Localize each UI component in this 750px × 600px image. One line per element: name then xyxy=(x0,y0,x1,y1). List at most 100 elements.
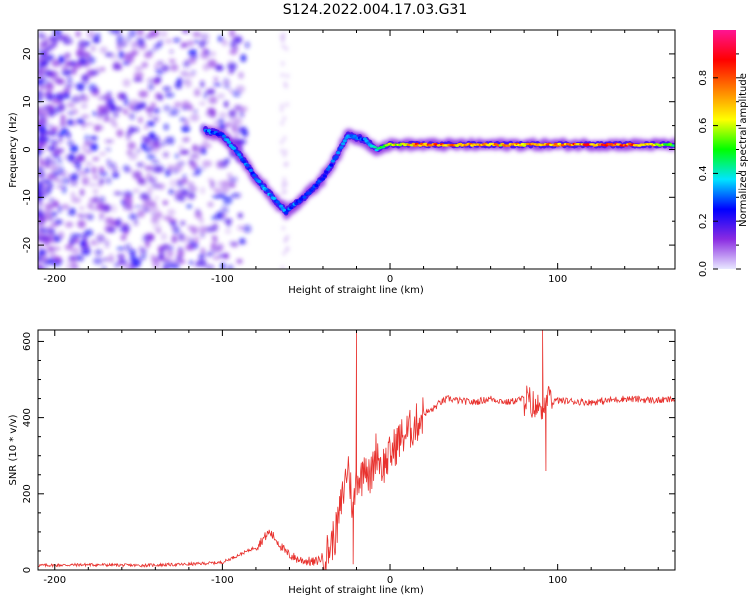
spectrogram-noise-blob xyxy=(162,200,168,206)
spectrogram-noise-blob xyxy=(40,116,46,120)
ridge-core xyxy=(265,189,270,193)
spectrogram-noise-blob xyxy=(73,94,81,104)
spectrogram-noise-blob xyxy=(160,65,170,72)
spectrogram-noise-blob xyxy=(237,225,245,231)
spectrogram-noise-blob xyxy=(88,83,97,93)
spectrogram-noise-blob xyxy=(38,182,44,191)
spectrogram-noise-blob xyxy=(98,152,107,156)
spectrogram-noise-blob xyxy=(212,222,219,232)
spectrogram-noise-blob xyxy=(38,62,44,70)
spectrogram-noise-blob xyxy=(38,202,43,207)
spectrogram-noise-blob xyxy=(116,92,125,100)
spectrogram-noise-blob xyxy=(105,147,112,152)
spectrogram-noise-blob xyxy=(38,146,43,155)
spectrogram-noise-blob xyxy=(98,170,108,177)
spectrogram-noise-blob xyxy=(199,40,205,49)
ridge-core xyxy=(339,145,344,149)
spectrogram-noise-blob xyxy=(112,111,119,118)
spectrogram-noise-blob xyxy=(102,118,111,122)
spectrogram-noise-blob xyxy=(123,108,128,115)
spectrogram-noise-blob xyxy=(283,136,287,141)
spectrogram-noise-blob xyxy=(281,61,285,66)
spectrogram-noise-blob xyxy=(40,254,48,263)
spectrogram-noise-blob xyxy=(52,93,63,100)
spectrogram-noise-blob xyxy=(82,51,91,58)
spectrogram-noise-blob xyxy=(53,151,61,155)
spectrogram-noise-blob xyxy=(168,245,174,251)
spectrogram-noise-blob xyxy=(126,132,131,141)
spectrogram-noise-blob xyxy=(60,127,69,135)
spectrogram-noise-blob xyxy=(92,36,101,44)
spectrogram-noise-blob xyxy=(177,248,185,258)
spectrogram-noise-blob xyxy=(151,212,156,217)
spectrogram-noise-blob xyxy=(180,221,186,226)
spectrogram-noise-blob xyxy=(156,60,164,66)
spectrogram-noise-blob xyxy=(230,40,237,49)
spectrogram-noise-blob xyxy=(94,249,103,256)
spectrogram-noise-blob xyxy=(200,33,210,40)
spectrogram-noise-blob xyxy=(237,139,247,145)
spectrogram-noise-blob xyxy=(210,180,215,189)
spectrogram-noise-blob xyxy=(226,64,234,69)
spectrogram-noise-blob xyxy=(285,234,289,239)
spectrogram-noise-blob xyxy=(185,244,195,251)
tick-label: 600 xyxy=(22,332,33,351)
spectrogram-noise-blob xyxy=(122,78,131,88)
spectrogram-noise-blob xyxy=(232,192,242,199)
spectrogram-noise-blob xyxy=(44,80,51,85)
tick-label: -10 xyxy=(22,189,33,205)
spectrogram-noise-blob xyxy=(142,207,149,213)
spectrogram-noise-blob xyxy=(147,50,155,54)
spectrogram-noise-blob xyxy=(215,160,224,169)
snr-series-line xyxy=(38,330,675,570)
spectrogram-noise-blob xyxy=(56,179,65,184)
spectrogram-noise-blob xyxy=(146,121,155,127)
spectrogram-noise-blob xyxy=(84,229,94,237)
spectrogram-noise-blob xyxy=(47,45,53,52)
spectrogram-noise-blob xyxy=(205,112,211,116)
colorbar-label: Normalized spectral amplitude xyxy=(738,73,749,227)
ridge-core xyxy=(237,153,242,157)
spectrogram-noise-blob xyxy=(96,112,102,121)
spectrogram-noise-blob xyxy=(188,104,193,111)
ridge-core xyxy=(252,173,257,177)
spectrogram-noise-blob xyxy=(49,35,58,42)
spectrogram-noise-blob xyxy=(38,168,44,172)
spectrogram-noise-blob xyxy=(207,59,217,68)
spectrogram-noise-blob xyxy=(78,170,88,177)
spectrogram-noise-blob xyxy=(282,181,286,186)
ridge-core xyxy=(238,155,243,159)
spectrogram-noise-blob xyxy=(116,106,123,112)
spectrogram-noise-blob xyxy=(182,235,191,244)
spectrogram-noise-blob xyxy=(91,166,97,175)
tick-label: -200 xyxy=(43,575,66,586)
spectrogram-noise-blob xyxy=(50,211,58,217)
spectrogram-noise-blob xyxy=(38,231,44,238)
spectrogram-noise-blob xyxy=(193,109,198,114)
spectrogram-noise-blob xyxy=(202,160,212,168)
spectrogram-noise-blob xyxy=(48,109,56,118)
spectrogram-noise-blob xyxy=(164,92,175,98)
spectrogram-noise-blob xyxy=(179,117,186,122)
spectrogram-noise-blob xyxy=(61,185,67,194)
spectrogram-noise-blob xyxy=(158,39,164,45)
spectrogram-noise-blob xyxy=(143,51,153,59)
spectrogram-noise-blob xyxy=(193,87,201,94)
spectrogram-noise-blob xyxy=(60,114,66,123)
spectrogram-noise-blob xyxy=(153,142,160,148)
spectrogram-noise-blob xyxy=(61,34,70,39)
ridge-core xyxy=(372,146,377,149)
spectrogram-noise-blob xyxy=(162,151,170,158)
spectrogram-noise-blob xyxy=(99,212,105,218)
spectrogram-noise-blob xyxy=(223,83,230,89)
spectrogram-noise-blob xyxy=(88,183,98,187)
spectrogram-noise-blob xyxy=(75,49,84,58)
spectrogram-noise-blob xyxy=(72,108,79,115)
spectrogram-noise-blob xyxy=(133,219,139,226)
spectrogram-noise-blob xyxy=(45,156,51,165)
spectrogram-noise-blob xyxy=(202,48,209,55)
ridge-core xyxy=(232,146,237,151)
spectrogram-noise-blob xyxy=(144,165,154,171)
spectrogram-noise-blob xyxy=(104,139,114,143)
spectrogram-noise-blob xyxy=(57,171,68,178)
